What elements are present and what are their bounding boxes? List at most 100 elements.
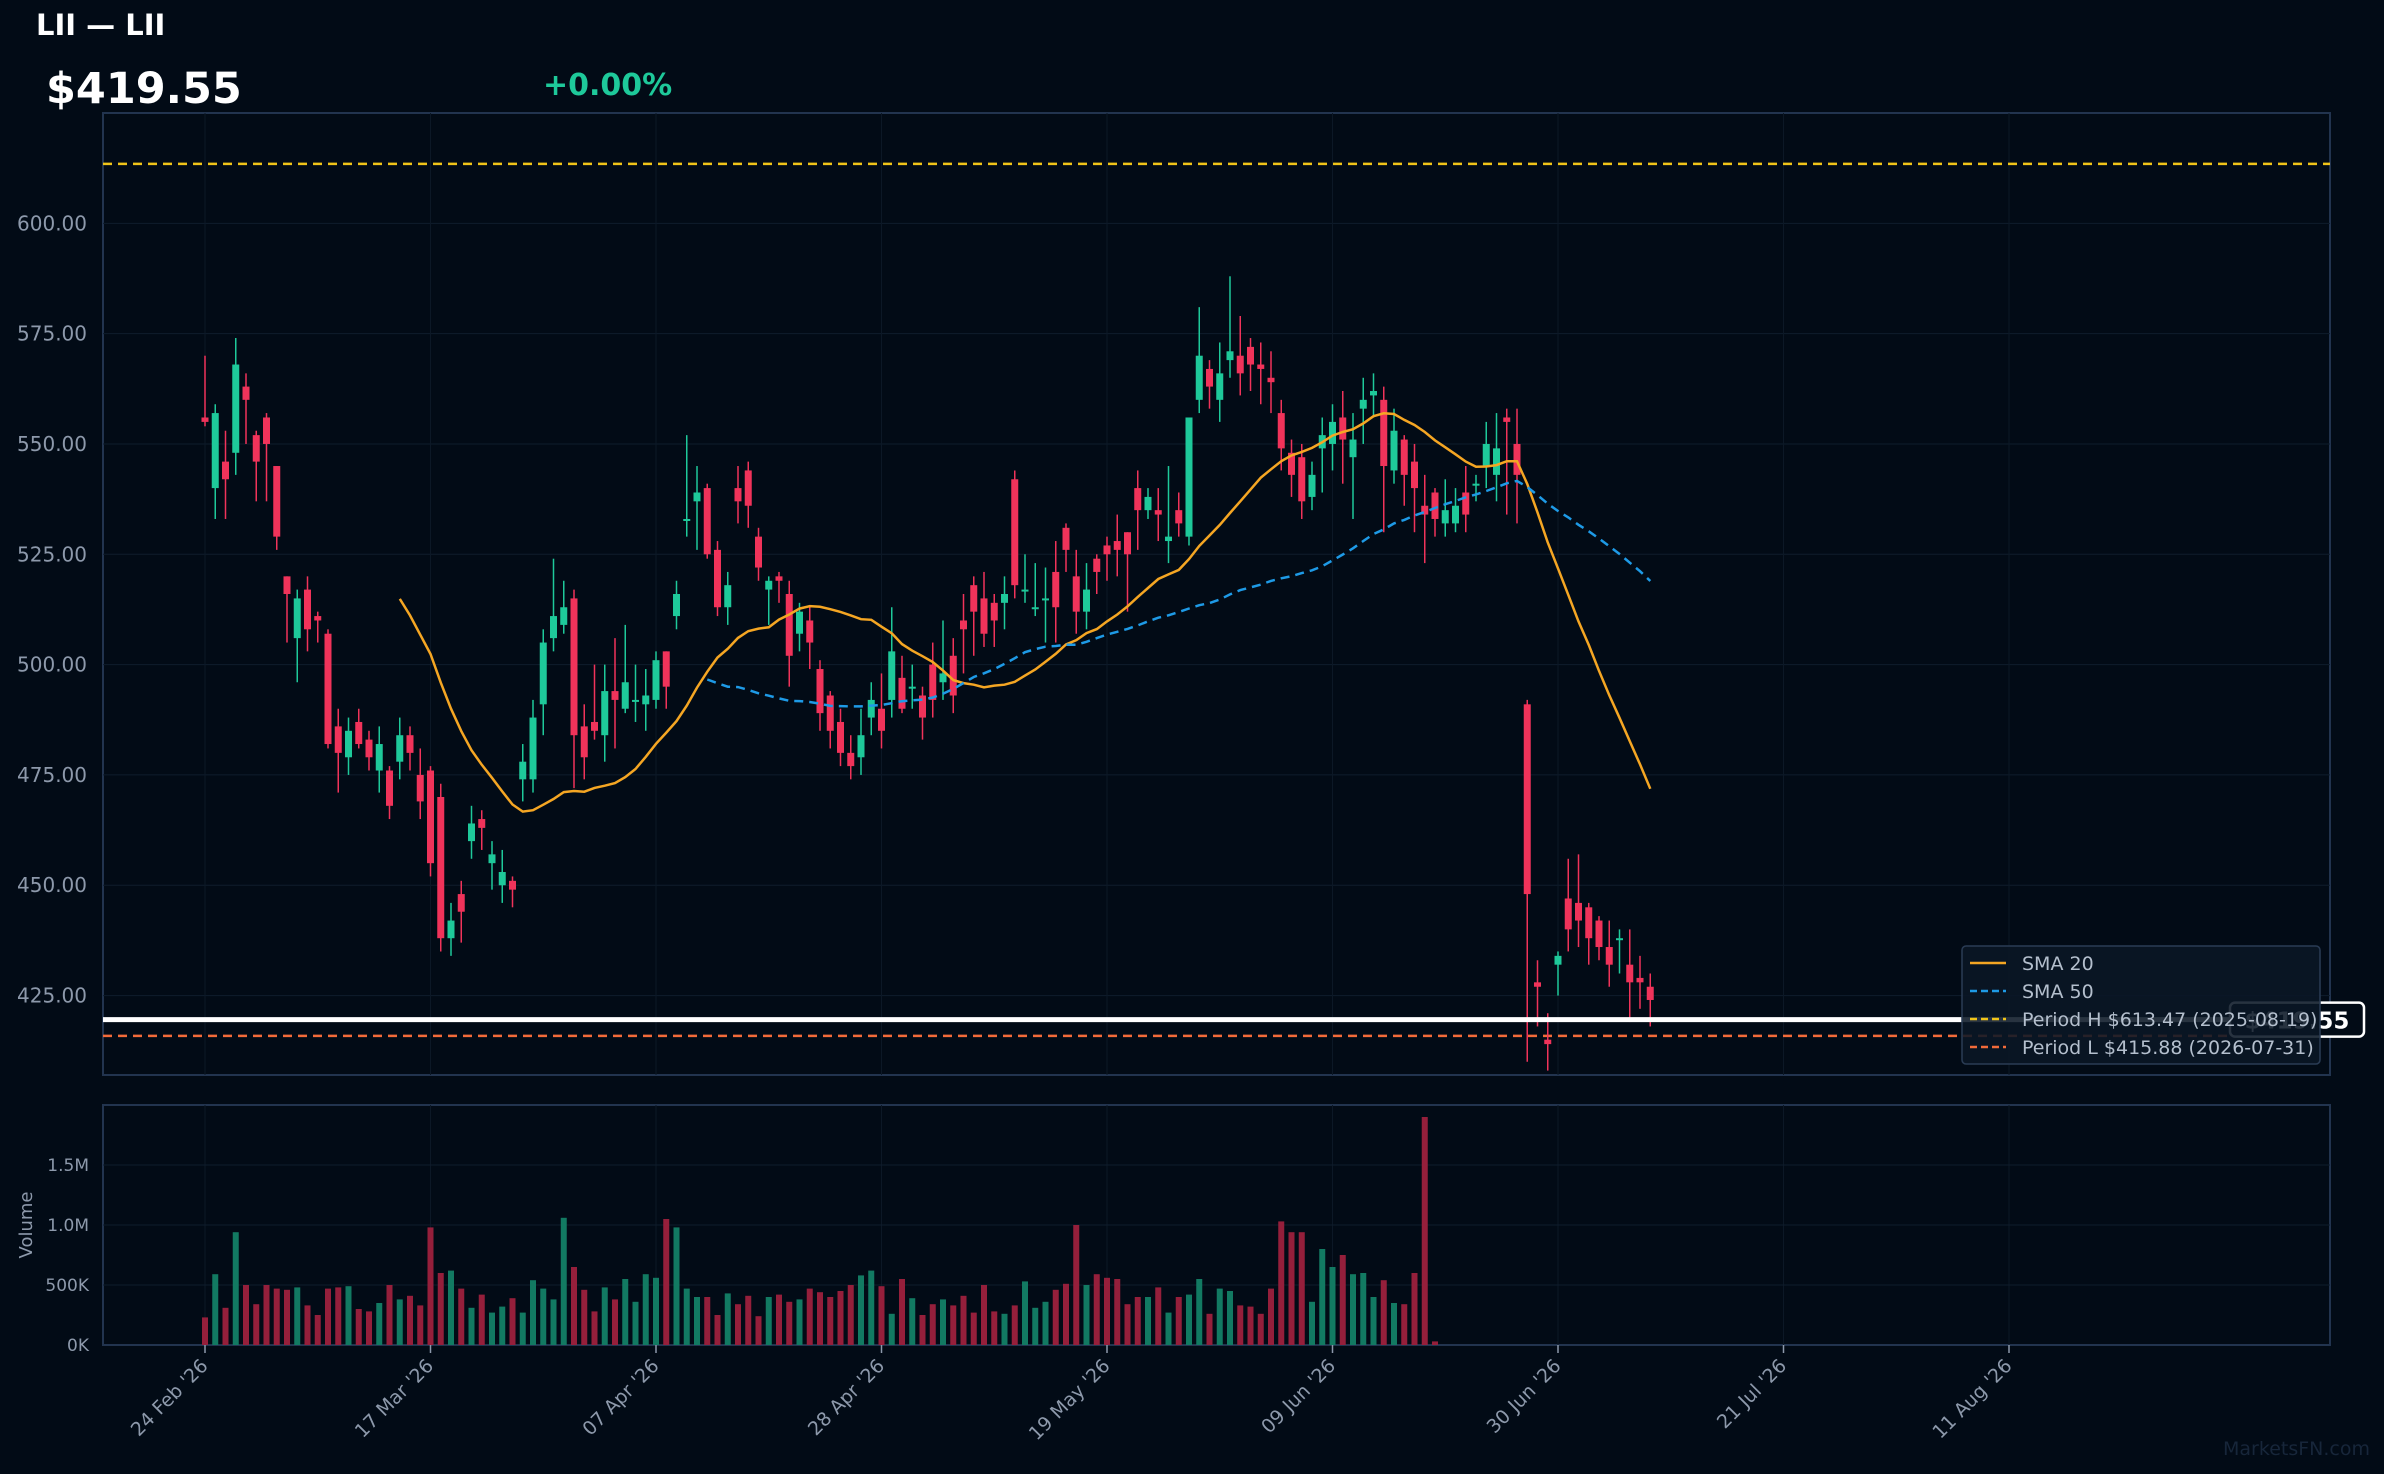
- volume-bar: [202, 1317, 208, 1345]
- candle-body: [457, 894, 465, 912]
- candle-body: [1329, 421, 1336, 444]
- volume-bar: [612, 1299, 618, 1345]
- volume-bar: [1083, 1285, 1090, 1345]
- candle-body: [703, 488, 711, 555]
- candle-body: [550, 616, 557, 639]
- candle-body: [1113, 541, 1121, 550]
- volume-bar: [673, 1227, 680, 1345]
- volume-bar: [335, 1287, 342, 1345]
- candle-body: [898, 677, 906, 709]
- volume-bar: [519, 1312, 526, 1345]
- candle-body: [611, 691, 619, 700]
- candle-body: [796, 611, 803, 634]
- volume-bar: [1309, 1301, 1315, 1345]
- volume-bar: [1298, 1232, 1305, 1345]
- volume-bar: [1114, 1279, 1121, 1345]
- volume-bar: [694, 1297, 700, 1345]
- volume-bar: [1104, 1277, 1110, 1345]
- current-price: $419.55: [46, 64, 242, 114]
- volume-bar: [1257, 1313, 1264, 1345]
- price-tick-label: 450.00: [17, 873, 87, 897]
- candle-body: [591, 721, 598, 731]
- candle-body: [1165, 536, 1172, 542]
- volume-bar: [478, 1294, 485, 1345]
- volume-bar: [1052, 1289, 1059, 1345]
- candle-body: [806, 620, 814, 643]
- candle-body: [570, 598, 578, 736]
- volume-bar: [960, 1295, 967, 1345]
- candle-body: [1011, 479, 1019, 586]
- candle-body: [1195, 355, 1203, 400]
- x-tick-label: 11 Aug '26: [1928, 1355, 2016, 1443]
- candle-body: [755, 536, 762, 568]
- candle-body: [662, 651, 670, 687]
- candle-body: [1031, 607, 1039, 610]
- candle-body: [878, 708, 885, 731]
- candle-body: [1226, 351, 1234, 361]
- volume-bar: [499, 1306, 506, 1345]
- candle-body: [857, 735, 865, 758]
- volume-bar: [929, 1304, 936, 1345]
- candle-body: [1093, 558, 1101, 572]
- volume-tick-label: 1.5M: [47, 1156, 89, 1176]
- volume-bar: [396, 1299, 403, 1345]
- volume-bar: [1022, 1281, 1028, 1345]
- candle-body: [1534, 982, 1541, 987]
- candle-body: [908, 686, 916, 689]
- volume-bar: [1247, 1306, 1254, 1345]
- candle-body: [1298, 457, 1306, 502]
- candle-body: [652, 660, 660, 700]
- volume-bar: [1237, 1305, 1244, 1345]
- volume-bar: [899, 1279, 905, 1345]
- volume-bar: [622, 1279, 629, 1345]
- candle-body: [1257, 364, 1265, 369]
- volume-bar: [704, 1297, 711, 1345]
- candle-body: [1042, 598, 1049, 601]
- price-tick-label: 475.00: [17, 763, 87, 787]
- candle-body: [1083, 589, 1090, 612]
- volume-bar: [232, 1232, 239, 1345]
- volume-bar: [878, 1286, 885, 1345]
- volume-bar: [858, 1275, 864, 1345]
- candle-body: [1523, 704, 1531, 895]
- volume-bar: [325, 1288, 331, 1345]
- volume-bar: [407, 1295, 413, 1345]
- price-tick-label: 525.00: [17, 542, 87, 566]
- price-tick-label: 550.00: [17, 432, 87, 456]
- legend-label: Period L $415.88 (2026-07-31): [2022, 1037, 2314, 1059]
- volume-bar: [243, 1285, 249, 1345]
- candle-body: [775, 576, 783, 581]
- candle-body: [1062, 527, 1070, 550]
- candle-body: [837, 721, 844, 753]
- candle-body: [744, 470, 752, 506]
- volume-bar: [294, 1287, 301, 1345]
- candle-body: [252, 435, 260, 462]
- candle-body: [1339, 417, 1347, 440]
- candle-body: [1144, 496, 1152, 511]
- candle-body: [980, 598, 988, 634]
- volume-bar: [1206, 1313, 1213, 1345]
- candle-body: [1072, 576, 1080, 612]
- volume-bar: [581, 1289, 588, 1345]
- price-change: +0.00%: [543, 68, 673, 103]
- volume-bar: [427, 1227, 434, 1345]
- volume-bar: [1421, 1117, 1428, 1345]
- volume-bar: [919, 1315, 926, 1345]
- candle-body: [375, 744, 383, 771]
- volume-bar: [345, 1286, 352, 1345]
- volume-bar: [560, 1217, 567, 1345]
- candle-body: [1288, 452, 1295, 475]
- candle-body: [632, 699, 639, 702]
- candle-body: [580, 726, 588, 758]
- candle-body: [1400, 439, 1408, 475]
- volume-bar: [1093, 1274, 1100, 1345]
- volume-bar: [1155, 1287, 1162, 1345]
- candle-body: [1411, 461, 1418, 489]
- volume-bar: [1216, 1288, 1223, 1345]
- candle-body: [201, 417, 209, 422]
- volume-bar: [284, 1289, 290, 1345]
- watermark: MarketsFN.com: [2223, 1438, 2370, 1460]
- candle-body: [273, 466, 281, 537]
- volume-bar: [417, 1305, 424, 1345]
